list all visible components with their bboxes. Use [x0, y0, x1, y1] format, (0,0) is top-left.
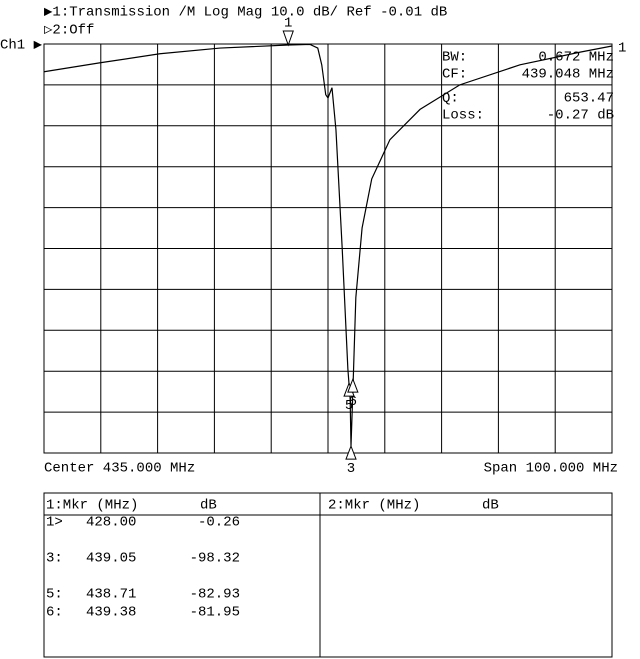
readout-label: CF: [442, 67, 467, 83]
table-cell: -0.26 [198, 515, 240, 531]
table-cell: 428.00 [86, 515, 136, 531]
center-label: Center 435.000 MHz [44, 461, 195, 477]
marker-label: 5 [345, 398, 353, 414]
marker-label: 6 [349, 394, 357, 410]
table-cell: 439.05 [86, 551, 136, 567]
readout-value: 0.672 MHz [538, 50, 614, 66]
marker-table [43, 492, 613, 658]
table-cell: -82.93 [190, 587, 240, 603]
table-header: dB [482, 498, 499, 514]
readout-value: 653.47 [564, 91, 614, 107]
edge-label: 1 [618, 41, 626, 57]
readout-label: BW: [442, 50, 467, 66]
table-header: 1:Mkr (MHz) [46, 498, 138, 514]
trace [43, 43, 613, 447]
table-cell: 438.71 [86, 587, 136, 603]
table-cell: -98.32 [190, 551, 240, 567]
span-label: Span 100.000 MHz [484, 461, 618, 477]
marker [345, 444, 357, 460]
header-line: ▷2:Off [44, 23, 94, 39]
table-cell: 1> [46, 515, 63, 531]
table-cell: 439.38 [86, 605, 136, 621]
marker [347, 377, 359, 393]
table-cell: 5: [46, 587, 63, 603]
marker-label: 1 [284, 16, 292, 32]
readout-box [440, 48, 612, 124]
channel-label: Ch1 ▶ [0, 38, 43, 54]
readout-label: Q: [442, 91, 459, 107]
table-cell: 6: [46, 605, 63, 621]
table-cell: -81.95 [190, 605, 240, 621]
marker-label: 3 [347, 461, 355, 477]
readout-value: 439.048 MHz [522, 67, 614, 83]
readout-value: -0.27 dB [547, 108, 614, 124]
marker [282, 30, 294, 47]
table-header: 2:Mkr (MHz) [328, 498, 420, 514]
table-cell: 3: [46, 551, 63, 567]
readout-label: Loss: [442, 108, 484, 124]
header-line: ▶1:Transmission /M Log Mag 10.0 dB/ Ref … [44, 5, 447, 21]
table-header: dB [200, 498, 217, 514]
